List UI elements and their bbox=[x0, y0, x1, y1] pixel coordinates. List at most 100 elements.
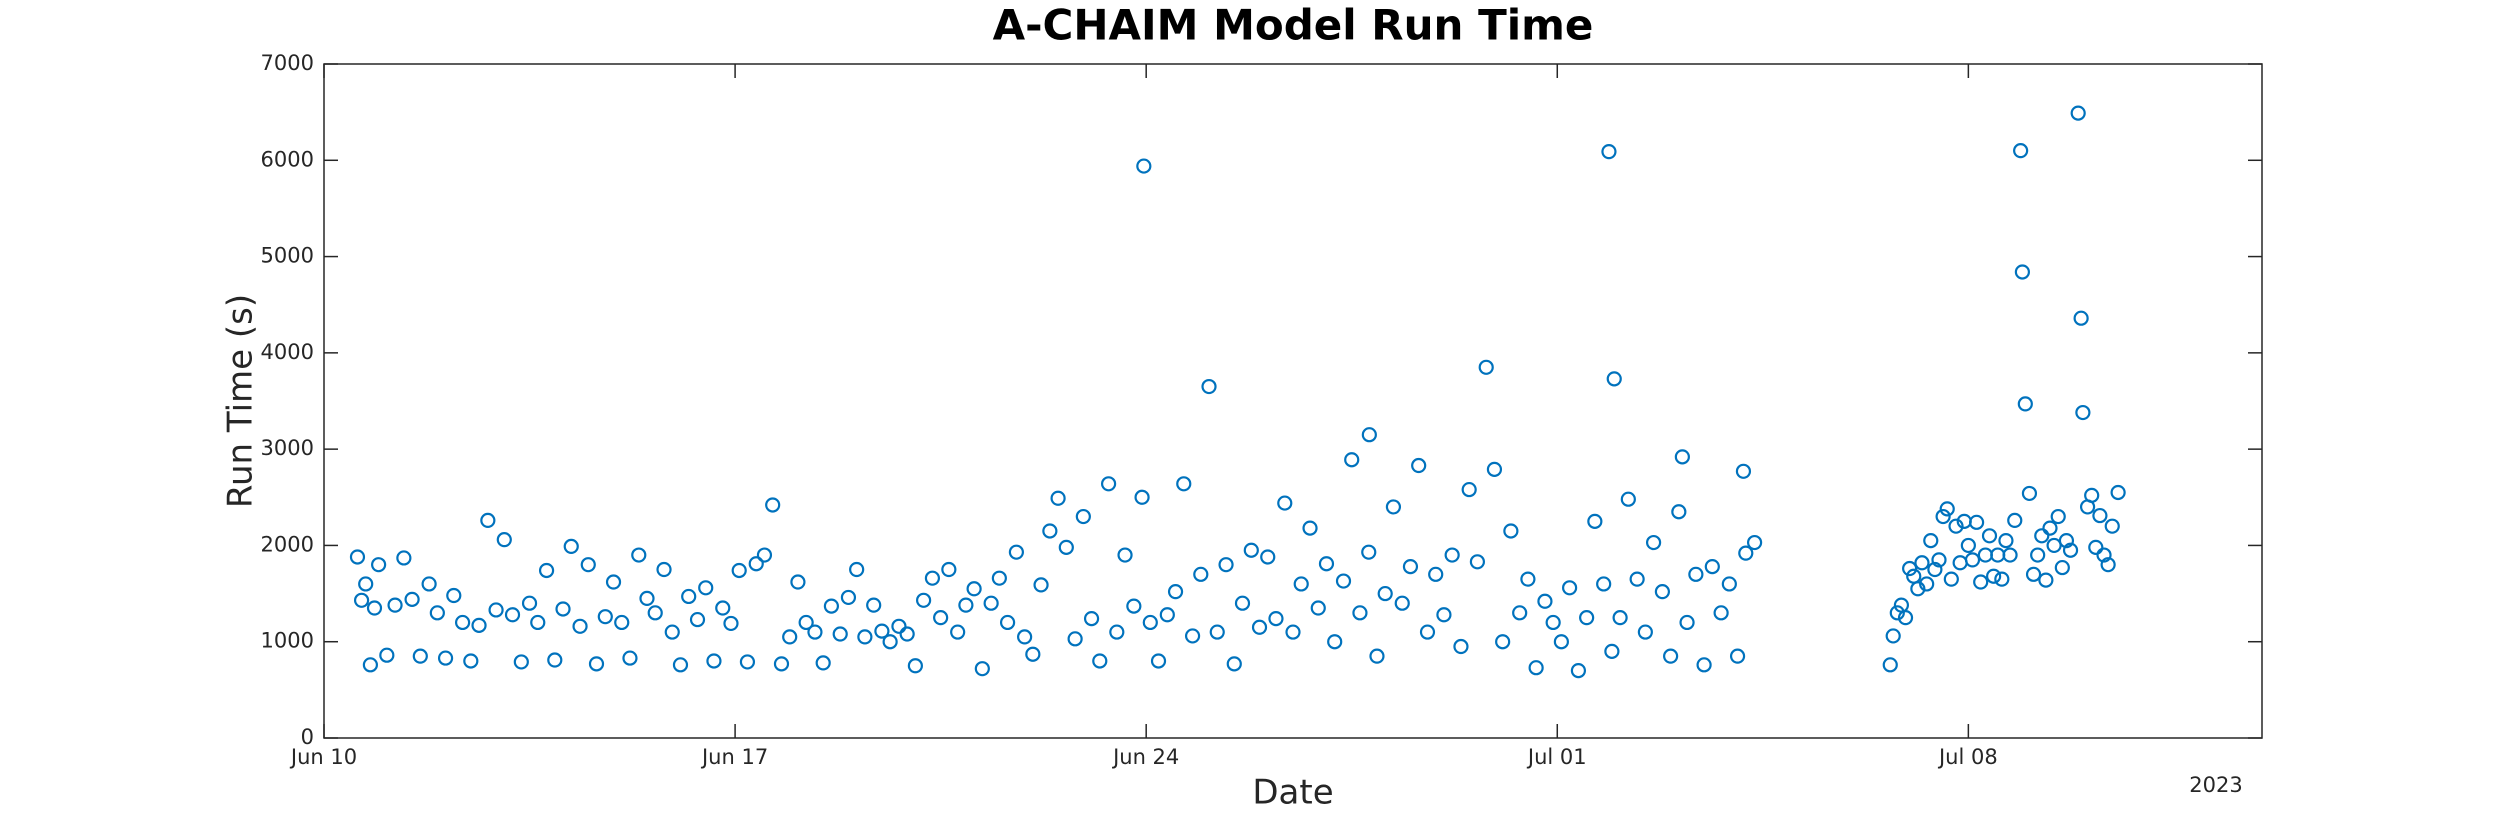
data-point bbox=[857, 629, 873, 645]
data-point bbox=[1948, 518, 1964, 534]
data-point bbox=[622, 650, 638, 666]
data-point bbox=[866, 597, 882, 613]
data-point bbox=[2034, 528, 2050, 544]
x-tick-label: Jul 01 bbox=[1526, 745, 1587, 769]
data-point bbox=[597, 609, 613, 625]
data-point bbox=[958, 597, 974, 613]
data-point bbox=[2075, 404, 2091, 421]
data-point bbox=[1587, 513, 1603, 529]
data-point bbox=[1735, 463, 1752, 479]
data-point bbox=[840, 589, 857, 606]
data-point bbox=[991, 570, 1007, 586]
data-point bbox=[647, 605, 663, 621]
data-point bbox=[1352, 605, 1368, 621]
data-point bbox=[588, 656, 605, 672]
data-point bbox=[1960, 537, 1976, 554]
data-point bbox=[1620, 491, 1636, 507]
data-point bbox=[849, 561, 865, 578]
data-point bbox=[756, 547, 773, 563]
data-point bbox=[1453, 638, 1469, 655]
data-point bbox=[1411, 457, 1427, 474]
data-point bbox=[681, 588, 697, 605]
data-point bbox=[748, 556, 764, 572]
data-point bbox=[2007, 512, 2023, 528]
data-point bbox=[1361, 427, 1377, 443]
data-point bbox=[580, 557, 596, 573]
data-point bbox=[2100, 557, 2116, 573]
x-axis-label: Date bbox=[1252, 773, 1333, 813]
y-tick-label: 0 bbox=[301, 725, 314, 749]
data-point bbox=[387, 597, 403, 613]
data-point bbox=[488, 602, 504, 618]
data-point bbox=[1935, 508, 1951, 525]
data-point bbox=[1931, 552, 1947, 568]
data-point bbox=[1968, 514, 1985, 530]
data-point bbox=[454, 614, 471, 631]
data-point bbox=[1134, 489, 1150, 505]
data-point bbox=[555, 601, 571, 617]
data-point bbox=[1645, 534, 1662, 551]
data-point bbox=[1436, 607, 1452, 623]
data-point bbox=[1612, 610, 1628, 626]
data-point bbox=[614, 614, 630, 631]
data-point bbox=[1428, 566, 1444, 582]
data-point bbox=[446, 587, 462, 604]
data-point bbox=[1545, 614, 1561, 631]
data-point bbox=[1243, 542, 1259, 558]
data-point bbox=[1919, 576, 1935, 592]
data-point bbox=[1629, 571, 1645, 587]
data-point bbox=[1058, 539, 1074, 555]
data-point bbox=[1260, 549, 1276, 565]
data-point bbox=[983, 595, 999, 611]
data-point bbox=[1209, 624, 1225, 640]
data-point bbox=[429, 605, 445, 621]
data-point bbox=[1136, 158, 1152, 174]
y-tick-label: 6000 bbox=[261, 147, 314, 171]
data-point bbox=[1142, 614, 1158, 631]
data-point bbox=[1729, 648, 1746, 664]
year-label: 2023 bbox=[2189, 773, 2242, 797]
data-point bbox=[1601, 144, 1617, 160]
data-point bbox=[1674, 449, 1690, 465]
data-point bbox=[715, 600, 731, 616]
data-point bbox=[504, 607, 521, 623]
data-point bbox=[1310, 600, 1326, 616]
data-point bbox=[2014, 264, 2030, 280]
data-point bbox=[1562, 580, 1578, 596]
data-point bbox=[1688, 566, 1704, 582]
data-point bbox=[2073, 310, 2089, 326]
data-point bbox=[1067, 631, 1083, 647]
y-tick-label: 3000 bbox=[261, 436, 314, 460]
data-point bbox=[1986, 568, 2002, 584]
data-point bbox=[689, 611, 706, 628]
data-point bbox=[782, 629, 798, 645]
data-point bbox=[2013, 143, 2029, 159]
data-point bbox=[698, 580, 714, 596]
data-point bbox=[1344, 452, 1360, 468]
data-point bbox=[2002, 547, 2018, 563]
data-point bbox=[765, 497, 781, 513]
data-point bbox=[366, 600, 383, 616]
data-point bbox=[349, 549, 366, 565]
data-point bbox=[404, 591, 420, 607]
data-point bbox=[933, 610, 949, 626]
data-point bbox=[1910, 581, 1926, 597]
data-point bbox=[723, 615, 739, 632]
data-point bbox=[1302, 520, 1318, 536]
data-point bbox=[1503, 523, 1519, 539]
data-point bbox=[1663, 648, 1679, 664]
data-point bbox=[605, 574, 622, 590]
data-point bbox=[1394, 595, 1410, 611]
data-point bbox=[2058, 533, 2075, 549]
data-point bbox=[2021, 485, 2038, 502]
data-point bbox=[966, 581, 982, 597]
data-point bbox=[1679, 614, 1695, 631]
data-point bbox=[1927, 561, 1943, 578]
data-point bbox=[731, 562, 747, 579]
data-point bbox=[790, 574, 806, 590]
data-point bbox=[1025, 646, 1041, 662]
data-point bbox=[1277, 495, 1293, 511]
data-point bbox=[1461, 481, 1477, 498]
data-point bbox=[874, 623, 890, 639]
data-point bbox=[1520, 571, 1536, 587]
